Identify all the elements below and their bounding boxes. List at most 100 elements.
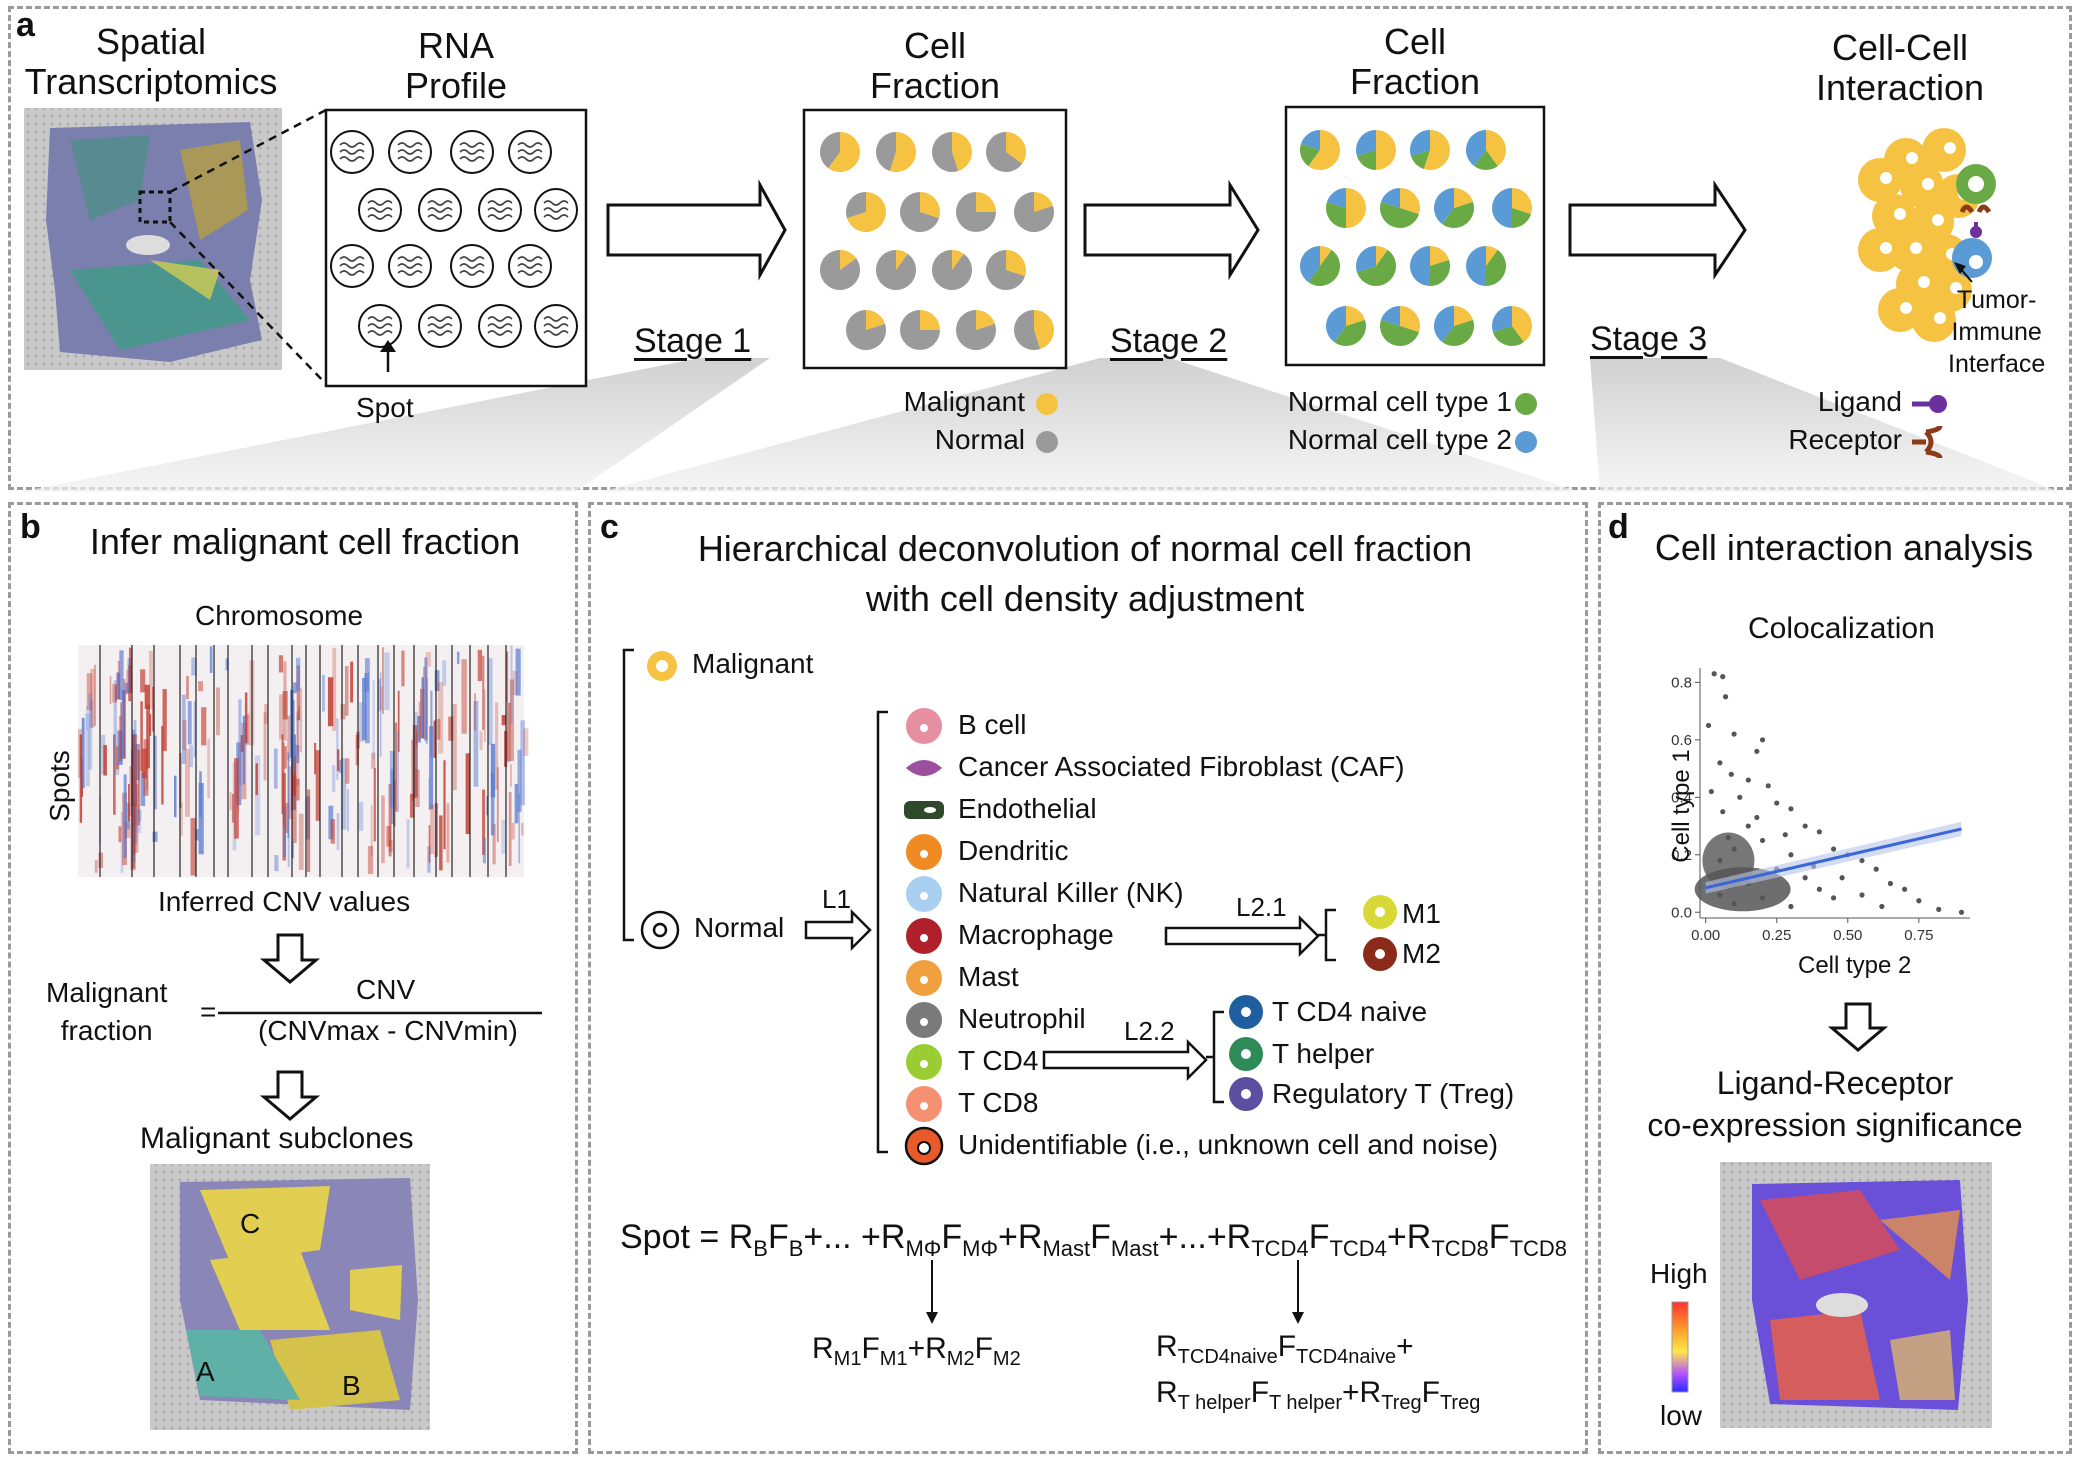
cnv-cell: [291, 756, 297, 796]
cnv-cell: [364, 658, 370, 744]
cell-type-label: T CD4: [958, 1045, 1039, 1076]
panel-c-title: Hierarchical deconvolution of normal cel…: [600, 524, 1570, 624]
panel-d-frame: [1598, 502, 2072, 1454]
rna-wave: [397, 149, 423, 155]
cnv-cell: [381, 647, 384, 714]
tcd4-equation-line2: RT helperFT helper+RTregFTreg: [1156, 1376, 1481, 1414]
cnv-cell: [418, 701, 421, 740]
cnv-cell: [346, 789, 349, 832]
pie-slice: [1334, 319, 1366, 347]
spot-label: Spot: [356, 392, 414, 423]
cnv-cell: [379, 672, 382, 757]
scatter-point: [1745, 823, 1751, 829]
legend-malignant: Malignant: [903, 386, 1025, 417]
malignant-fraction-label: Malignant fraction: [46, 974, 167, 1050]
cnv-cell: [263, 712, 267, 781]
cell-type-label: Neutrophil: [958, 1003, 1086, 1034]
cnv-cell: [437, 682, 444, 754]
y-tick-label: 0.2: [1671, 847, 1692, 864]
pie-slice: [1454, 188, 1474, 208]
rna-wave: [459, 270, 485, 276]
cnv-cell: [409, 793, 415, 818]
cnv-cell: [327, 677, 334, 727]
cnv-cell: [377, 678, 381, 712]
rna-wave: [397, 263, 423, 269]
pie-slice: [1346, 188, 1366, 228]
eq-sub-fm1: M1: [879, 1348, 908, 1370]
cnv-cell: [501, 819, 506, 854]
panel-d-title: Cell interaction analysis: [1654, 527, 2034, 568]
pie-slice: [889, 132, 917, 172]
cnv-cell: [149, 713, 152, 736]
cf2-title: Cell Fraction: [1315, 22, 1515, 102]
rna-spot: [508, 130, 552, 174]
rna-wave: [487, 330, 513, 336]
tumor-cell-cluster: [1858, 128, 1980, 342]
cnv-cell: [140, 701, 143, 772]
pie-slice: [1512, 208, 1532, 228]
eq-sub-rm1: M1: [833, 1348, 862, 1370]
cnv-cell: [162, 689, 167, 751]
scatter-point: [1717, 892, 1723, 898]
cnv-cell: [505, 651, 509, 703]
rna-spot: [534, 188, 578, 232]
tumor-nucleus: [1906, 152, 1918, 164]
cnv-cell: [181, 694, 186, 764]
cnv-cell: [137, 749, 140, 826]
rna-wave: [367, 330, 393, 336]
inferred-cnv-label: Inferred CNV values: [158, 886, 411, 917]
scatter-point: [1802, 823, 1808, 829]
cnv-cell: [198, 782, 204, 855]
cnv-cell: [287, 752, 290, 838]
rna-wave: [367, 207, 393, 213]
heat-high-label: High: [1650, 1258, 1708, 1289]
cnv-cell: [133, 775, 136, 856]
cnv-cell: [508, 792, 512, 867]
cnv-cell: [345, 758, 350, 784]
tissue-thumbnail: [24, 108, 327, 385]
cnv-cell: [456, 651, 460, 665]
eq-dots-2: +...: [1158, 1218, 1207, 1256]
stage2-fan: [600, 358, 1580, 492]
cnv-cell: [255, 763, 258, 796]
rna-title: RNA Profile: [356, 26, 556, 106]
scatter-point: [1916, 898, 1922, 904]
eq-sub-rb: B: [753, 1235, 768, 1261]
rna-spot: [388, 130, 432, 174]
scatter-point: [1754, 748, 1760, 754]
cnv-cell: [446, 803, 450, 863]
cnv-cell: [370, 804, 373, 856]
cnv-cell: [434, 670, 440, 691]
colocalization-scatter: 0.00 0.25 0.50 0.75 0.0 0.2 0.4 0.6 0.8: [1671, 668, 1970, 944]
cnv-cell: [390, 768, 395, 824]
pie-slice: [1400, 306, 1420, 333]
pie-slice: [1486, 249, 1507, 286]
scatter-point: [1774, 800, 1780, 806]
clone-c-label: C: [240, 1208, 261, 1239]
scatter-point: [1722, 694, 1729, 700]
pie-slice: [1006, 132, 1026, 164]
rna-wave: [487, 200, 513, 206]
cnv-cell: [86, 706, 88, 731]
rna-spot: [478, 188, 522, 232]
y-tick-label: 0.6: [1671, 732, 1692, 749]
pie-slice: [1512, 306, 1532, 343]
tumor-nucleus: [1910, 242, 1922, 254]
st-title-line1: Spatial: [95, 21, 207, 62]
spot-equation: Spot = RBFB+... +RMΦFMΦ+RMastFMast+...+R…: [620, 1218, 1568, 1261]
tumor-immune-line1: Tumor-: [1956, 286, 2037, 314]
pie-slice: [1410, 130, 1430, 157]
heat-legend-bar: [1671, 1301, 1689, 1393]
pie-slice: [976, 310, 996, 330]
cnv-cell: [98, 852, 104, 868]
cnv-cell: [245, 714, 250, 745]
eq-sub-fb: B: [788, 1235, 804, 1261]
cnv-cell: [140, 669, 146, 693]
type1-legend-dot: [1515, 393, 1537, 415]
cnv-cell: [417, 715, 421, 743]
cnv-cell: [240, 735, 245, 752]
cnv-cell: [397, 732, 399, 812]
tumor-nucleus: [1918, 276, 1930, 288]
cnv-cell: [520, 720, 525, 806]
pie-slice: [1400, 188, 1420, 215]
